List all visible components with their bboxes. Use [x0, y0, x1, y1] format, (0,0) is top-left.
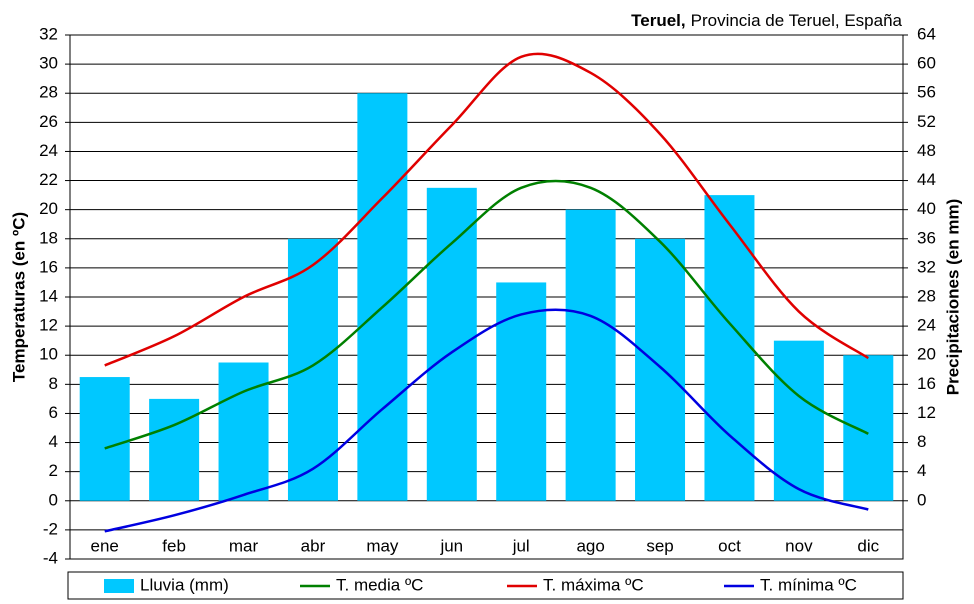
y-tick-label: 22 [39, 170, 58, 189]
y2-tick-label: 0 [917, 490, 926, 509]
y2-tick-label: 32 [917, 257, 936, 276]
bar [565, 209, 616, 501]
line [104, 179, 869, 450]
y2-tick-label: 44 [917, 170, 936, 189]
x-tick-label: mar [229, 536, 259, 555]
x-tick-label: dic [857, 536, 879, 555]
x-tick-label: oct [718, 536, 741, 555]
y2-tick-label: 56 [917, 83, 936, 102]
y-tick-label: 30 [39, 54, 58, 73]
y-tick-label: 8 [49, 374, 58, 393]
legend-label: T. máxima ºC [543, 575, 644, 594]
bar [218, 362, 269, 501]
legend-label: T. media ºC [336, 575, 423, 594]
line [104, 308, 869, 533]
y-tick-label: 26 [39, 112, 58, 131]
bar [79, 377, 130, 501]
x-tick-label: feb [162, 536, 186, 555]
y2-tick-label: 48 [917, 141, 936, 160]
y2-tick-label: 24 [917, 316, 936, 335]
bar [357, 93, 408, 501]
y-tick-label: 14 [39, 286, 58, 305]
x-tick-label: sep [646, 536, 673, 555]
y-tick-label: -4 [43, 548, 58, 567]
y-tick-label: 18 [39, 228, 58, 247]
bar [149, 398, 200, 501]
x-tick-label: jul [512, 536, 530, 555]
legend-label: T. mínima ºC [760, 575, 857, 594]
y2-tick-label: 64 [917, 24, 936, 43]
bar [426, 187, 477, 501]
y2-tick-label: 20 [917, 345, 936, 364]
legend-swatch [104, 579, 134, 593]
y2-tick-label: 16 [917, 374, 936, 393]
title-region: Provincia de Teruel, España [691, 11, 903, 30]
y-tick-label: 2 [49, 461, 58, 480]
x-tick-label: may [366, 536, 399, 555]
title-place: Teruel, [631, 11, 685, 30]
y2-tick-label: 12 [917, 403, 936, 422]
plot-frame [69, 34, 904, 560]
legend-label: Lluvia (mm) [140, 575, 229, 594]
x-tick-label: abr [301, 536, 326, 555]
legend: Lluvia (mm) T. media ºC T. máxima ºC T. mín… [67, 571, 904, 600]
y2-tick-label: 40 [917, 199, 936, 218]
y-tick-label: 28 [39, 83, 58, 102]
bar [704, 195, 755, 501]
y2-tick-label: 36 [917, 228, 936, 247]
y-tick-label: 24 [39, 141, 58, 160]
bar [843, 355, 894, 501]
y2-tick-label: 4 [917, 461, 926, 480]
y2-tick-label: 28 [917, 286, 936, 305]
y-axis-title: Temperaturas (en ºC) [9, 212, 28, 382]
y-tick-label: 0 [49, 490, 58, 509]
bar [773, 340, 824, 501]
y-tick-label: 6 [49, 403, 58, 422]
y-tick-label: 10 [39, 345, 58, 364]
x-tick-label: ago [576, 536, 604, 555]
legend-box [67, 571, 904, 600]
y-tick-label: 4 [49, 432, 58, 451]
x-tick-label: jun [439, 536, 463, 555]
x-tick-label: ene [91, 536, 119, 555]
chart-title: Teruel, Provincia de Teruel, España [631, 11, 902, 30]
y-tick-label: 12 [39, 316, 58, 335]
y2-tick-label: 52 [917, 112, 936, 131]
y-tick-label: 16 [39, 257, 58, 276]
line [104, 52, 869, 367]
y-tick-label: 32 [39, 24, 58, 43]
y-tick-label: 20 [39, 199, 58, 218]
bar [496, 282, 547, 501]
y-tick-label: -2 [43, 519, 58, 538]
y2-axis-title: Precipitaciones (en mm) [943, 199, 962, 396]
bar [635, 238, 686, 501]
y2-tick-label: 60 [917, 54, 936, 73]
x-tick-label: nov [785, 536, 813, 555]
bar [287, 238, 338, 501]
y2-tick-label: 8 [917, 432, 926, 451]
